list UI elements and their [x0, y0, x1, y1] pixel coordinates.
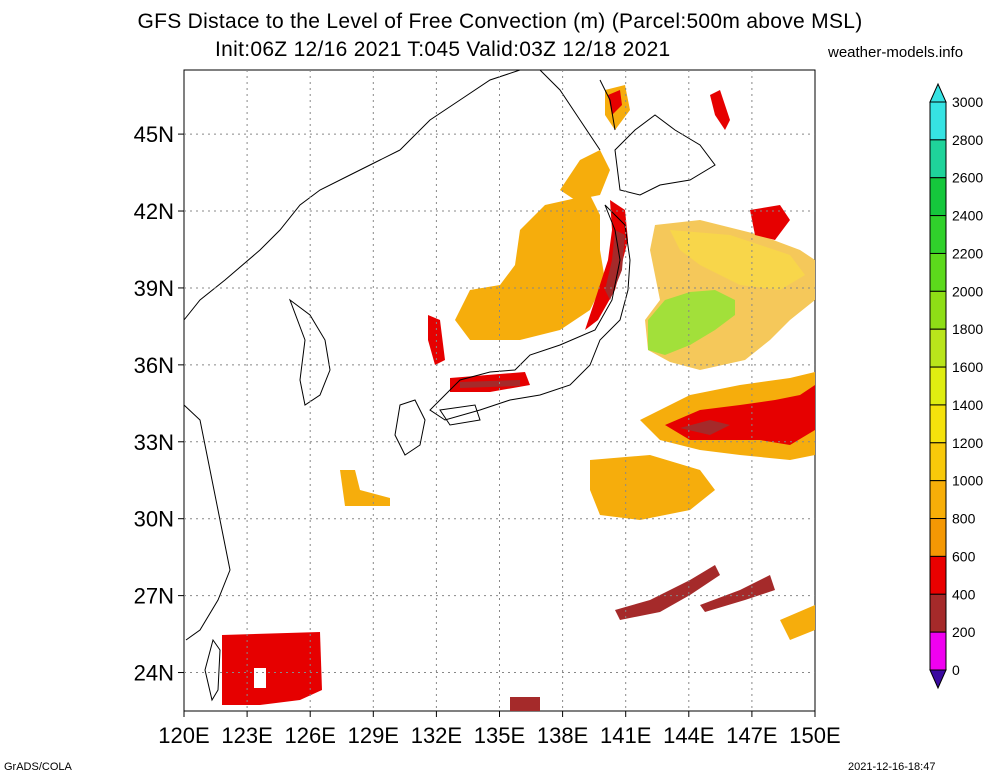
colorbar-label: 1400: [952, 397, 983, 413]
colorbar-swatch: [929, 328, 947, 368]
lfc-field: [222, 85, 815, 711]
colorbar-swatch: [929, 101, 947, 141]
colorbar-swatch: [929, 593, 947, 633]
lon-label: 138E: [537, 723, 588, 748]
timestamp: 2021-12-16-18:47: [848, 761, 936, 773]
colorbar-swatch: [929, 480, 947, 520]
coast-china-north: [183, 149, 401, 321]
field-red-taiwan: [222, 632, 322, 705]
lat-label: 45N: [134, 122, 174, 147]
colorbar-label: 400: [952, 586, 976, 602]
lat-label: 30N: [134, 507, 174, 532]
colorbar-label: 2600: [952, 170, 983, 186]
colorbar-swatch: [929, 631, 947, 671]
colorbar-label: 200: [952, 624, 976, 640]
field-brown-east: [680, 420, 730, 435]
colorbar-swatch: [929, 177, 947, 217]
lat-label: 24N: [134, 661, 174, 686]
software-credit: GrADS/COLA: [4, 761, 72, 773]
latitude-labels: 45N 42N 39N 36N 33N 30N 27N 24N: [134, 122, 174, 685]
colorbar-top-arrow: [929, 82, 947, 103]
colorbar-swatch: [929, 555, 947, 595]
colorbar-label: 1800: [952, 321, 983, 337]
field-orange-north: [560, 150, 610, 200]
field-orange-se: [780, 605, 815, 640]
colorbar-label: 0: [952, 662, 960, 678]
field-orange-kyushu-south: [340, 470, 390, 506]
site-credit: weather-models.info: [828, 44, 964, 61]
colorbar-swatch: [929, 252, 947, 292]
field-orange-japan: [455, 195, 605, 340]
lon-label: 126E: [285, 723, 336, 748]
colorbar-label: 1200: [952, 435, 983, 451]
colorbar-swatch: [929, 404, 947, 444]
lat-label: 42N: [134, 199, 174, 224]
colorbar-label: 800: [952, 511, 976, 527]
colorbar-label: 2800: [952, 132, 983, 148]
coast-korea: [288, 298, 331, 406]
coast-taiwan: [204, 638, 221, 702]
lat-label: 33N: [134, 430, 174, 455]
colorbar-swatch: [929, 139, 947, 179]
lon-label: 144E: [663, 723, 714, 748]
field-red-ne: [750, 205, 790, 240]
chart-title: GFS Distace to the Level of Free Convect…: [137, 10, 863, 33]
field-white-hole: [254, 668, 266, 688]
field-brown-bottom: [510, 697, 540, 711]
colorbar-swatch: [929, 215, 947, 254]
coast-shikoku: [439, 404, 481, 426]
colorbar-label: 2000: [952, 283, 983, 299]
coast-sakhalin: [599, 79, 616, 131]
colorbar: 3000280026002400220020001800160014001200…: [929, 82, 983, 690]
colorbar-label: 3000: [952, 94, 983, 110]
colorbar-label: 1000: [952, 473, 983, 489]
field-red-top: [710, 90, 730, 130]
lat-label: 39N: [134, 276, 174, 301]
field-brown-coast: [605, 230, 625, 300]
lat-label: 27N: [134, 584, 174, 609]
lon-label: 132E: [411, 723, 462, 748]
coast-mainland-asia: [183, 404, 231, 641]
field-brown-south-2: [700, 575, 775, 612]
gridlines: [178, 70, 816, 717]
colorbar-swatch: [929, 290, 947, 330]
colorbar-swatch: [929, 442, 947, 482]
field-yellow-core: [670, 230, 805, 290]
colorbar-label: 2400: [952, 208, 983, 224]
field-brown-south-honshu: [460, 380, 520, 388]
coast-hokkaido: [614, 114, 716, 196]
coast-kyushu: [394, 399, 426, 456]
lon-label: 120E: [158, 723, 209, 748]
field-green-core: [648, 290, 735, 355]
colorbar-label: 600: [952, 548, 976, 564]
coastlines: [183, 69, 716, 702]
lon-label: 141E: [600, 723, 651, 748]
lon-label: 147E: [726, 723, 777, 748]
chart-subtitle: Init:06Z 12/16 2021 T:045 Valid:03Z 12/1…: [215, 38, 671, 61]
field-brown-south-1: [615, 565, 720, 620]
longitude-labels: 120E 123E 126E 129E 132E 135E 138E 141E 144E 147E…: [158, 723, 840, 748]
field-orange-south: [590, 455, 715, 520]
lon-label: 123E: [221, 723, 272, 748]
colorbar-swatch: [929, 366, 947, 406]
lon-label: 150E: [789, 723, 840, 748]
colorbar-label: 2200: [952, 245, 983, 261]
colorbar-label: 1600: [952, 359, 983, 375]
coast-honshu: [429, 204, 631, 421]
colorbar-bottom-arrow: [929, 669, 947, 690]
lon-label: 129E: [348, 723, 399, 748]
lon-label: 135E: [474, 723, 525, 748]
lat-label: 36N: [134, 353, 174, 378]
colorbar-swatch: [929, 518, 947, 557]
